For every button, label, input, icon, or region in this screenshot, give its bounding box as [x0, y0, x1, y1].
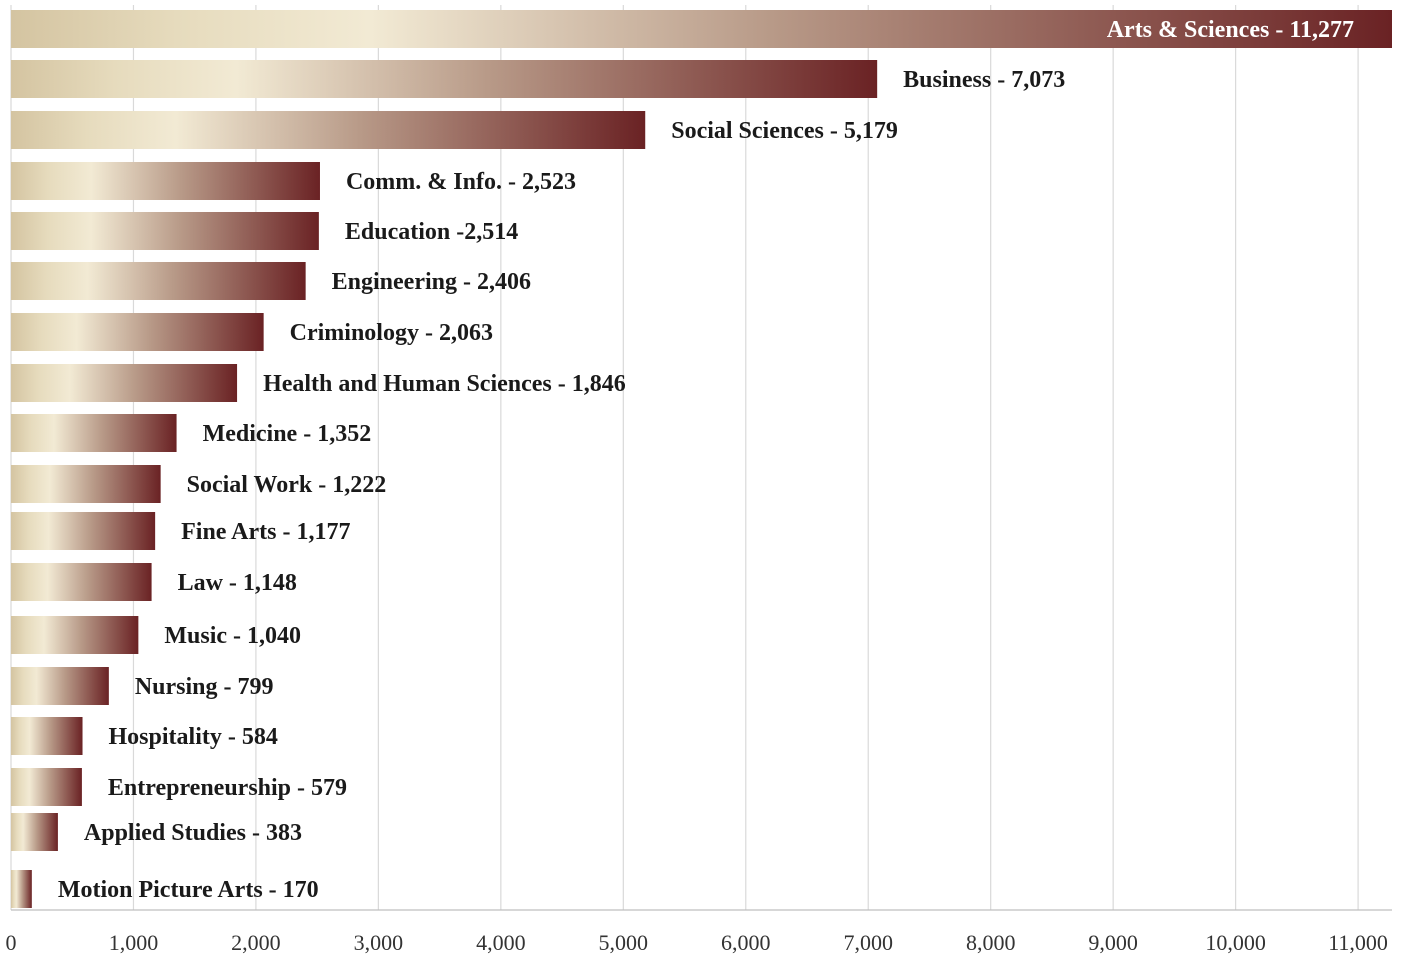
x-tick-label: 9,000: [1088, 930, 1138, 955]
bar: [11, 162, 320, 200]
x-tick-label: 8,000: [966, 930, 1016, 955]
x-tick-label: 0: [6, 930, 17, 955]
bar-data-label: Arts & Sciences - 11,277: [1107, 17, 1354, 43]
bar: [11, 364, 238, 402]
gridlines: [10, 5, 1392, 911]
bar-data-label: Engineering - 2,406: [332, 269, 531, 295]
x-tick-label: 7,000: [843, 930, 893, 955]
x-tick-label: 4,000: [476, 930, 526, 955]
bar: [11, 414, 177, 452]
bar: [11, 465, 161, 503]
bar-data-label: Social Work - 1,222: [187, 472, 387, 498]
bar: [11, 212, 319, 250]
bar-data-label: Business - 7,073: [903, 67, 1065, 93]
x-tick-label: 11,000: [1328, 930, 1388, 955]
bar-data-label: Hospitality - 584: [109, 724, 278, 750]
bar-data-label: Motion Picture Arts - 170: [58, 877, 319, 903]
bar-data-label: Social Sciences - 5,179: [671, 118, 898, 144]
bar: [11, 667, 109, 705]
bar-data-label: Comm. & Info. - 2,523: [346, 169, 576, 195]
bar: [11, 111, 646, 149]
x-tick-label: 6,000: [721, 930, 771, 955]
bar: [11, 768, 82, 806]
bar-labels: Arts & Sciences - 11,277 Business - 7,073…: [58, 17, 1354, 903]
bar: [11, 262, 306, 300]
x-tick-label: 2,000: [231, 930, 281, 955]
bar-data-label: Nursing - 799: [135, 674, 274, 700]
bar: [11, 616, 139, 654]
x-tick-label: 5,000: [599, 930, 649, 955]
bar: [11, 10, 1392, 48]
bar: [11, 870, 32, 908]
bar-data-label: Medicine - 1,352: [203, 421, 372, 447]
bar: [11, 717, 83, 755]
bar-data-label: Music - 1,040: [164, 623, 301, 649]
bars: [11, 10, 1392, 908]
bar: [11, 512, 156, 550]
bar-data-label: Applied Studies - 383: [84, 820, 302, 846]
x-tick-label: 10,000: [1205, 930, 1266, 955]
x-tick-label: 3,000: [354, 930, 404, 955]
bar-data-label: Fine Arts - 1,177: [181, 519, 350, 545]
x-axis-tick-labels: 0 1,000 2,000 3,000 4,000 5,000 6,000 7,000 8,00…: [6, 930, 1388, 955]
bar-data-label: Law - 1,148: [178, 570, 297, 596]
bar: [11, 313, 264, 351]
bar-data-label: Entrepreneurship - 579: [108, 775, 347, 801]
bar-data-label: Health and Human Sciences - 1,846: [263, 371, 626, 397]
bar: [11, 813, 58, 851]
bar-data-label: Education -2,514: [345, 219, 518, 245]
x-tick-label: 1,000: [109, 930, 159, 955]
bar-data-label: Criminology - 2,063: [290, 320, 493, 346]
bar: [11, 60, 878, 98]
bar: [11, 563, 152, 601]
